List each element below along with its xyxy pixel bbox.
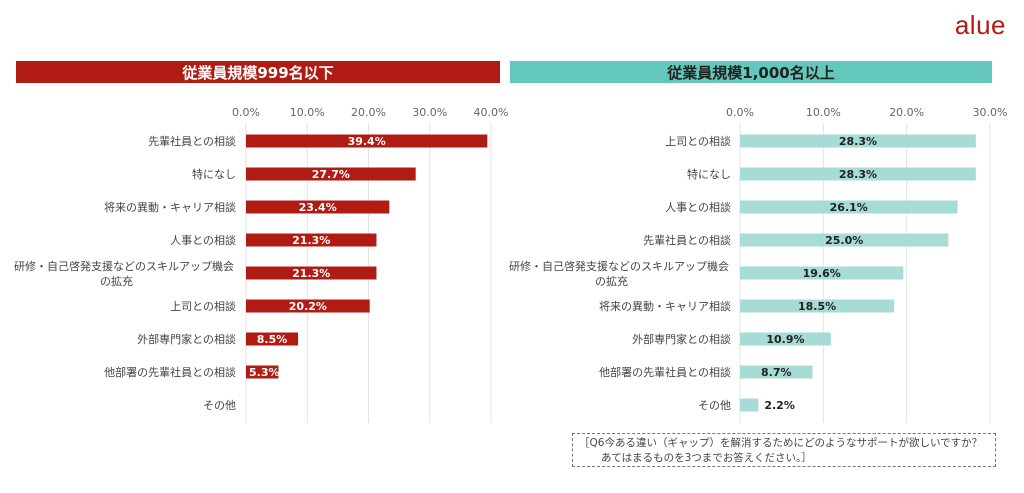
bar bbox=[246, 332, 299, 346]
bar bbox=[740, 299, 895, 313]
category-label: 先輩社員との相談 bbox=[643, 233, 731, 247]
x-tick-label: 10.0% bbox=[290, 106, 325, 119]
data-label: 10.9% bbox=[766, 333, 804, 346]
category-label: 他部署の先輩社員との相談 bbox=[599, 365, 731, 379]
x-tick-label: 20.0% bbox=[351, 106, 386, 119]
bar bbox=[740, 134, 976, 148]
data-label: 20.2% bbox=[289, 300, 327, 313]
category-label: 研修・自己啓発支援などのスキルアップ機会 bbox=[509, 259, 729, 273]
category-label: 研修・自己啓発支援などのスキルアップ機会 bbox=[14, 259, 234, 273]
data-label: 25.0% bbox=[825, 234, 863, 247]
category-label: 将来の異動・キャリア相談 bbox=[104, 200, 236, 214]
data-label: 23.4% bbox=[299, 201, 337, 214]
x-tick-label: 30.0% bbox=[973, 106, 1008, 119]
data-label: 26.1% bbox=[830, 201, 868, 214]
bar bbox=[740, 233, 949, 247]
data-label: 28.3% bbox=[839, 168, 877, 181]
data-label: 8.7% bbox=[761, 366, 792, 379]
category-label: その他 bbox=[203, 399, 236, 412]
bar bbox=[740, 200, 958, 214]
bar bbox=[740, 398, 759, 412]
right-panel-title: 従業員規模1,000名以上 bbox=[510, 61, 992, 83]
bar bbox=[246, 299, 370, 313]
category-label: 特になし bbox=[192, 167, 236, 181]
data-label: 39.4% bbox=[348, 135, 386, 148]
bar bbox=[246, 233, 377, 247]
bar bbox=[246, 167, 416, 181]
note-line-1: ［Q6今ある違い（ギャップ）を解消するためにどのようなサポートが欲しいですか？ bbox=[579, 437, 983, 449]
x-tick-label: 30.0% bbox=[412, 106, 447, 119]
category-label: 人事との相談 bbox=[665, 200, 731, 214]
category-label: その他 bbox=[698, 399, 731, 412]
x-tick-label: 10.0% bbox=[806, 106, 841, 119]
category-label: 将来の異動・キャリア相談 bbox=[599, 299, 731, 313]
x-tick-label: 0.0% bbox=[726, 106, 754, 119]
category-label: 外部専門家との相談 bbox=[137, 332, 236, 346]
data-label: 8.5% bbox=[257, 333, 288, 346]
category-label: の拡充 bbox=[100, 274, 133, 288]
data-label: 28.3% bbox=[839, 135, 877, 148]
category-label: 先輩社員との相談 bbox=[148, 134, 236, 148]
category-label: 上司との相談 bbox=[170, 299, 236, 313]
x-tick-label: 40.0% bbox=[474, 106, 509, 119]
question-note: ［Q6今ある違い（ギャップ）を解消するためにどのようなサポートが欲しいですか？ … bbox=[572, 433, 996, 467]
brand-logo: alue bbox=[954, 10, 1006, 40]
data-label: 5.3% bbox=[249, 366, 280, 379]
data-label: 19.6% bbox=[803, 267, 841, 280]
bar bbox=[246, 365, 279, 379]
category-label: 他部署の先輩社員との相談 bbox=[104, 365, 236, 379]
category-label: 特になし bbox=[687, 167, 731, 181]
data-label: 21.3% bbox=[292, 267, 330, 280]
bar bbox=[740, 167, 976, 181]
bar bbox=[246, 134, 488, 148]
category-label: 上司との相談 bbox=[665, 134, 731, 148]
bar bbox=[740, 365, 813, 379]
bar bbox=[246, 266, 377, 280]
left-panel-title: 従業員規模999名以下 bbox=[16, 61, 500, 83]
note-line-2: あてはまるものを3つまでお答えください。］ bbox=[601, 452, 812, 464]
bar bbox=[740, 332, 831, 346]
bar bbox=[740, 266, 904, 280]
category-label: 外部専門家との相談 bbox=[632, 332, 731, 346]
x-tick-label: 20.0% bbox=[889, 106, 924, 119]
category-label: 人事との相談 bbox=[170, 233, 236, 247]
category-label: の拡充 bbox=[595, 274, 628, 288]
data-label: 18.5% bbox=[798, 300, 836, 313]
bar bbox=[246, 200, 390, 214]
data-label: 27.7% bbox=[312, 168, 350, 181]
data-label: 2.2% bbox=[764, 399, 795, 412]
data-label: 21.3% bbox=[292, 234, 330, 247]
x-tick-label: 0.0% bbox=[232, 106, 260, 119]
